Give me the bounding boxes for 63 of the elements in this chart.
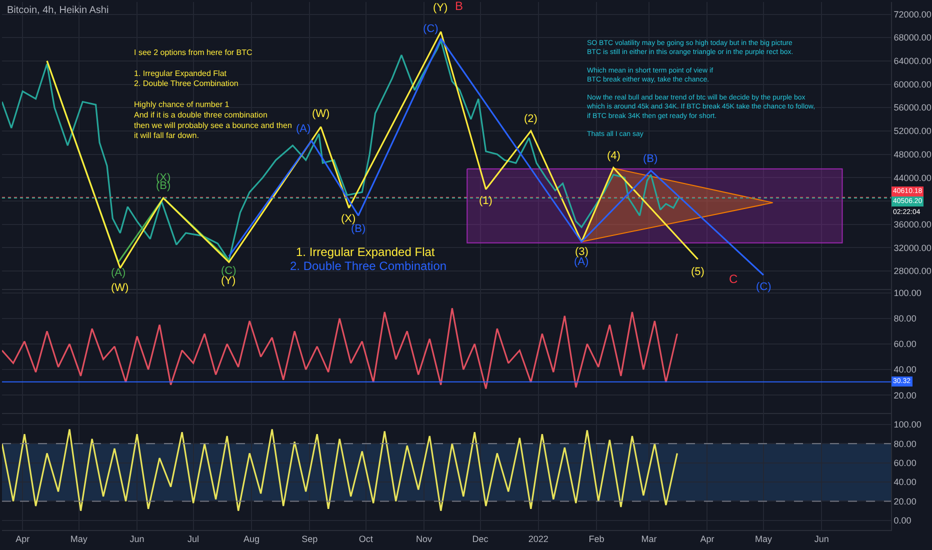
x-tick-label: Apr <box>16 534 30 544</box>
annotation: (5) <box>691 266 704 278</box>
annotation: (B) <box>351 223 366 235</box>
x-tick-label: Aug <box>243 534 260 544</box>
line-series <box>2 428 678 512</box>
x-tick-label: 2022 <box>528 534 548 544</box>
y-tick-label: 80.00 <box>894 314 916 324</box>
text: I see 2 options from here for BTC 1. Irregular Expanded Flat 2. Double Three Combination Highly chance of number 1 And if it is a double three combination then we will probably see a bounce and then it will fall far down. <box>134 48 292 140</box>
x-tick-label: Jun <box>814 534 829 544</box>
annotation: (1) <box>479 195 492 207</box>
annotation: (B) <box>643 153 658 165</box>
y-tick-label: 32000.00 <box>894 242 932 253</box>
y-tick-label: 100.00 <box>894 288 922 298</box>
line-series <box>2 307 678 390</box>
annotation: (2) <box>524 113 538 125</box>
annotation: (Y) <box>221 275 236 287</box>
annotation: (Y) <box>433 2 448 14</box>
x-tick-label: Feb <box>588 534 604 544</box>
y-tick-label: 60.00 <box>894 458 916 468</box>
y-tick-label: 64000.00 <box>894 56 932 66</box>
y-tick-label: 20.00 <box>894 496 916 506</box>
annotation: (A) <box>111 267 126 279</box>
y-tick-label: 60.00 <box>894 339 916 350</box>
y-tick-label: 36000.00 <box>894 219 932 230</box>
y-tick-label: 40.00 <box>894 477 916 488</box>
x-tick-label: May <box>70 534 88 544</box>
x-tick-label: Nov <box>416 534 432 544</box>
annotation: (A) <box>296 123 311 135</box>
annotation: C <box>729 272 738 286</box>
y-tick-label: 80.00 <box>894 438 916 449</box>
y-tick-label: 48000.00 <box>894 149 932 160</box>
annotation: (A) <box>574 256 589 268</box>
y-tick-label: 56000.00 <box>894 102 932 113</box>
y-tick-label: 0.00 <box>894 516 912 526</box>
x-tick-label: Sep <box>302 534 318 544</box>
annotation: (4) <box>607 150 620 162</box>
y-tick-label: 52000.00 <box>894 126 932 136</box>
y-tick-label: 72000.00 <box>894 9 932 20</box>
x-tick-label: Jul <box>188 534 200 544</box>
annotation: (3) <box>575 246 588 258</box>
annotation: (X) <box>341 213 356 225</box>
annotation: 1. Irregular Expanded Flat <box>296 245 436 259</box>
annotation: (W) <box>312 108 330 120</box>
y-tick-label: 20.00 <box>894 390 916 400</box>
annotation: (C) <box>756 281 772 293</box>
x-tick-label: Jun <box>130 534 144 544</box>
annotation: (W) <box>111 282 129 294</box>
y-tick-label: 68000.00 <box>894 32 932 43</box>
annotation: B <box>455 0 464 13</box>
x-tick-label: Apr <box>700 534 714 544</box>
x-tick-label: Oct <box>358 534 374 544</box>
annotation: 2. Double Three Combination <box>290 259 447 273</box>
chart-title: Bitcoin, 4h, Heikin Ashi <box>7 5 109 16</box>
annotation: (C) <box>221 265 236 277</box>
y-tick-label: 40.00 <box>894 364 916 375</box>
y-tick-label: 60000.00 <box>894 79 932 90</box>
annotation: (C) <box>423 23 438 35</box>
y-tick-label: 100.00 <box>894 420 922 430</box>
x-tick-label: May <box>754 534 772 544</box>
y-tick-label: 44000.00 <box>894 172 932 183</box>
y-tick-label: 28000.00 <box>894 266 932 276</box>
x-tick-label: Dec <box>472 534 489 544</box>
x-tick-label: Mar <box>641 534 657 544</box>
